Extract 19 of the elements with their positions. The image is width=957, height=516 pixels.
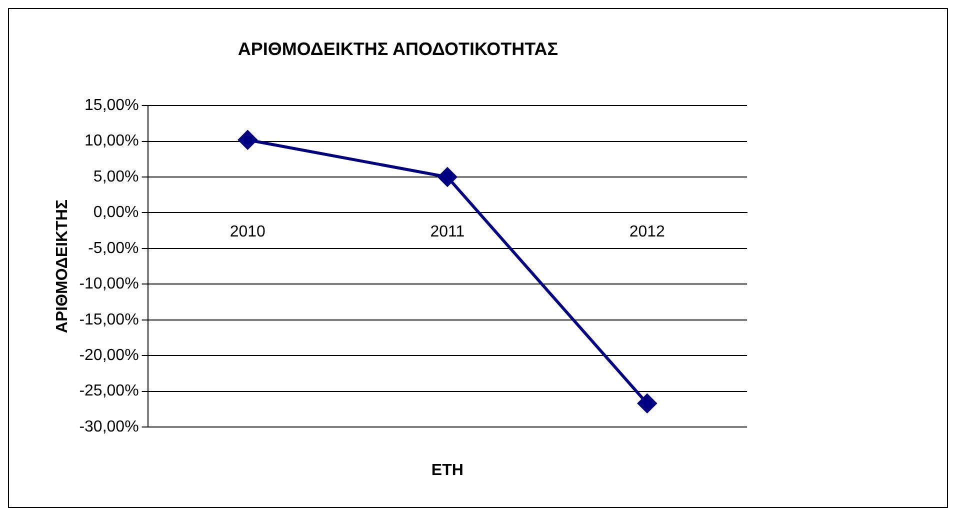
x-tick-label: 2010 <box>230 224 266 241</box>
point <box>238 130 258 150</box>
y-tick-label: 10,00% <box>84 132 139 150</box>
y-tick-label: -25,00% <box>79 382 139 400</box>
y-tick-label: -20,00% <box>79 346 139 364</box>
y-tick-label: 5,00% <box>93 168 139 186</box>
y-tick-label: 15,00% <box>84 97 139 114</box>
point <box>638 394 657 413</box>
x-tick-label: 2012 <box>629 224 666 241</box>
y-tick-label: -10,00% <box>79 276 139 293</box>
point <box>438 168 457 187</box>
y-tick-label: -5,00% <box>88 240 139 257</box>
chart-title: ΑΡΙΘΜΟΔΕΙΚΤΗΣ ΑΠΟΔΟΤΙΚΟΤΗΤΑΣ <box>238 38 558 59</box>
y-tick-label: 0,00% <box>93 204 139 222</box>
x-tick-label: 2011 <box>430 224 465 241</box>
y-tick-label: -30,00% <box>79 418 139 436</box>
x-axis-title: ΕΤΗ <box>431 462 464 479</box>
y-tick-label: -15,00% <box>79 311 139 328</box>
y-axis-title: ΑΡΙΘΜΟΔΕΙΚΤΗΣ <box>54 199 72 334</box>
